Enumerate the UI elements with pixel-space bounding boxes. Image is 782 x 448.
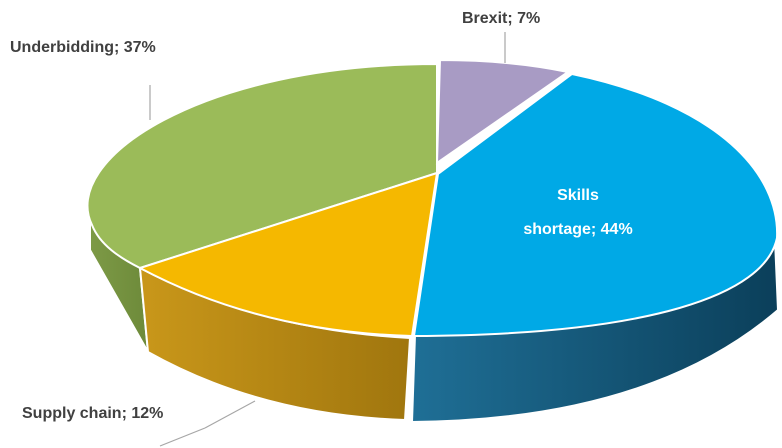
- slice-brexit[interactable]: [435, 58, 571, 165]
- leader-line-supply-chain-tail: [159, 427, 206, 447]
- label-underbidding: Underbidding; 37%: [10, 39, 156, 56]
- slice-skills-shortage[interactable]: [412, 72, 779, 338]
- label-skills-shortage-line1: Skills: [557, 187, 599, 204]
- slice-supply-chain[interactable]: [137, 171, 439, 338]
- label-brexit: Brexit; 7%: [462, 10, 540, 27]
- slice-underbidding[interactable]: [86, 62, 438, 270]
- leader-line-supply-chain: [204, 400, 256, 429]
- label-skills-shortage-line2: shortage; 44%: [523, 221, 632, 238]
- label-supply-chain: Supply chain; 12%: [22, 405, 163, 422]
